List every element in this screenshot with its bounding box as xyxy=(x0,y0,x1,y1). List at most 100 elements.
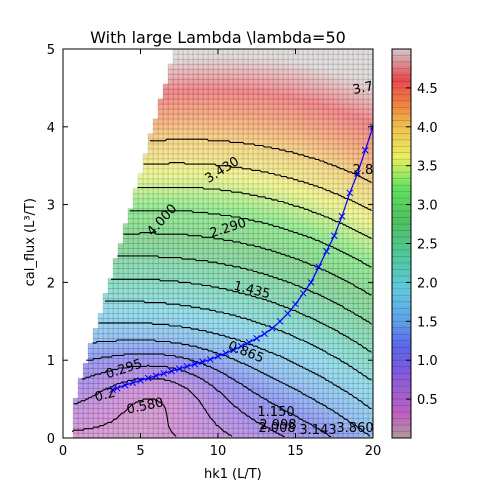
heatmap-cell xyxy=(332,203,339,210)
heatmap-cell xyxy=(227,203,234,210)
heatmap-cell xyxy=(142,357,149,364)
heatmap-cell xyxy=(212,362,219,369)
heatmap-cell xyxy=(332,208,339,215)
heatmap-cell xyxy=(352,238,359,245)
heatmap-cell xyxy=(122,293,129,299)
heatmap-cell xyxy=(307,49,314,55)
heatmap-cell xyxy=(187,128,194,135)
heatmap-cell xyxy=(347,357,354,364)
heatmap-cell xyxy=(207,98,214,105)
heatmap-cell xyxy=(267,308,274,314)
heatmap-cell xyxy=(162,153,169,160)
heatmap-cell xyxy=(272,397,279,404)
heatmap-cell xyxy=(282,377,289,384)
heatmap-cell xyxy=(262,103,269,110)
heatmap-cell xyxy=(242,367,249,374)
y-axis-label: cal_flux (L³/T) xyxy=(23,198,38,286)
heatmap-cell xyxy=(262,278,269,284)
heatmap-cell xyxy=(312,402,319,409)
x-axis-label: hk1 (L/T) xyxy=(204,467,262,482)
heatmap-cell xyxy=(282,73,289,80)
heatmap-cell xyxy=(207,88,214,95)
heatmap-cell xyxy=(182,183,189,190)
heatmap-cell xyxy=(122,427,129,434)
heatmap-cell xyxy=(192,193,199,200)
heatmap-cell xyxy=(182,298,189,304)
heatmap-cell xyxy=(332,58,339,65)
heatmap-cell xyxy=(262,138,269,145)
heatmap-cell xyxy=(157,342,164,349)
heatmap-cell xyxy=(247,163,254,170)
heatmap-cell xyxy=(267,333,274,339)
heatmap-cell xyxy=(177,108,184,115)
heatmap-cell xyxy=(342,288,349,294)
heatmap-cell xyxy=(137,188,144,195)
heatmap-cell xyxy=(292,128,299,135)
heatmap-cell xyxy=(257,78,264,85)
heatmap-cell xyxy=(247,308,254,314)
heatmap-cell xyxy=(347,58,354,65)
heatmap-cell xyxy=(222,362,229,369)
heatmap-cell xyxy=(337,63,344,70)
heatmap-cell xyxy=(132,263,139,269)
heatmap-cell xyxy=(247,58,254,65)
heatmap-cell xyxy=(167,173,174,180)
heatmap-cell xyxy=(207,273,214,279)
heatmap-cell xyxy=(252,323,259,329)
heatmap-cell xyxy=(267,228,274,235)
heatmap-cell xyxy=(302,103,309,110)
heatmap-cell xyxy=(137,387,144,394)
heatmap-cell xyxy=(332,63,339,70)
heatmap-cell xyxy=(222,323,229,329)
heatmap-cell xyxy=(112,347,119,354)
heatmap-cell xyxy=(212,108,219,115)
heatmap-cell xyxy=(227,53,234,60)
heatmap-cell xyxy=(192,58,199,65)
heatmap-cell xyxy=(182,53,189,60)
heatmap-cell xyxy=(227,303,234,309)
heatmap-cell xyxy=(247,153,254,160)
heatmap-cell xyxy=(352,98,359,105)
heatmap-cell xyxy=(202,198,209,205)
heatmap-cell xyxy=(277,382,284,389)
heatmap-cell xyxy=(232,193,239,200)
heatmap-cell xyxy=(172,248,179,255)
heatmap-cell xyxy=(137,203,144,210)
heatmap-cell xyxy=(332,83,339,90)
heatmap-cell xyxy=(312,412,319,419)
heatmap-cell xyxy=(332,263,339,269)
heatmap-cell xyxy=(142,198,149,205)
heatmap-cell xyxy=(232,318,239,324)
heatmap-cell xyxy=(187,288,194,294)
heatmap-cell xyxy=(217,342,224,349)
heatmap-cell xyxy=(182,88,189,95)
heatmap-cell xyxy=(177,328,184,334)
heatmap-cell xyxy=(347,263,354,269)
heatmap-cell xyxy=(287,218,294,225)
heatmap-cell xyxy=(297,318,304,324)
heatmap-cell xyxy=(187,352,194,359)
heatmap-cell xyxy=(147,293,154,299)
heatmap-cell xyxy=(182,143,189,150)
heatmap-cell xyxy=(352,268,359,274)
svg-text:cal_flux: cal_flux xyxy=(23,237,38,287)
heatmap-cell xyxy=(267,138,274,145)
heatmap-cell xyxy=(287,318,294,324)
heatmap-cell xyxy=(252,63,259,70)
heatmap-cell xyxy=(277,288,284,294)
heatmap-cell xyxy=(307,163,314,170)
heatmap-cell xyxy=(117,427,124,434)
heatmap-cell xyxy=(192,88,199,95)
heatmap-cell xyxy=(347,73,354,80)
heatmap-cell xyxy=(177,98,184,105)
heatmap-cell xyxy=(247,118,254,125)
heatmap-cell xyxy=(272,387,279,394)
heatmap-cell xyxy=(172,133,179,140)
heatmap-cell xyxy=(267,148,274,155)
heatmap-cell xyxy=(327,133,334,140)
heatmap-cell xyxy=(312,108,319,115)
heatmap-cell xyxy=(302,123,309,130)
heatmap-cell xyxy=(167,93,174,100)
heatmap-cell xyxy=(232,88,239,95)
heatmap-cell xyxy=(272,283,279,289)
